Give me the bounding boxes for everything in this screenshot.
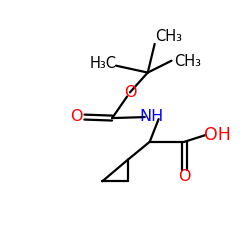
Text: O: O	[178, 169, 190, 184]
Text: H₃C: H₃C	[90, 56, 117, 71]
Text: OH: OH	[204, 126, 231, 144]
Text: O: O	[70, 108, 83, 124]
Text: CH₃: CH₃	[155, 30, 182, 44]
Text: CH₃: CH₃	[174, 54, 201, 69]
Text: O: O	[124, 85, 136, 100]
Text: NH: NH	[140, 108, 164, 124]
